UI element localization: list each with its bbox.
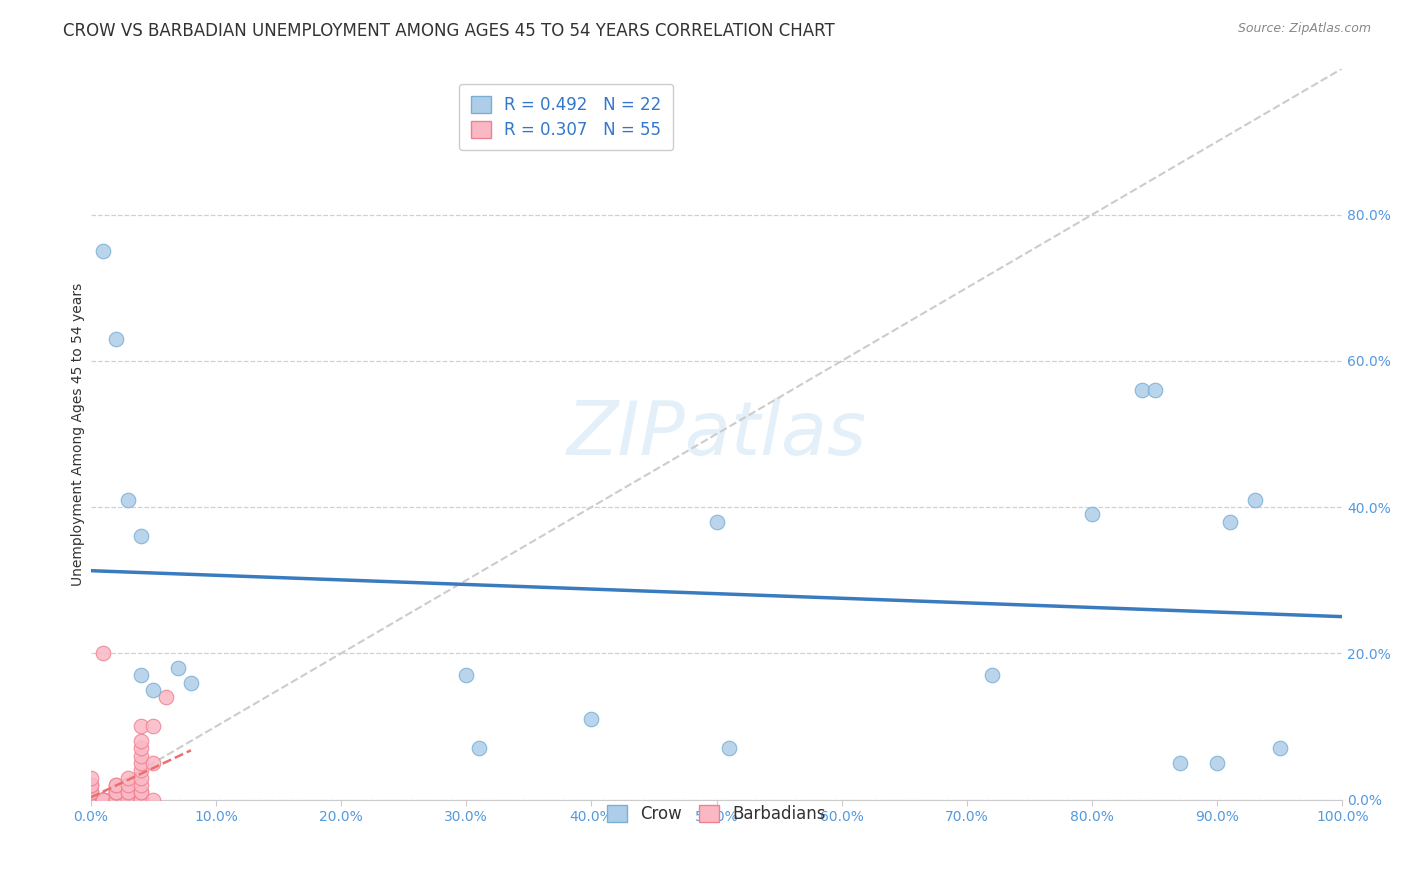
Point — [104, 792, 127, 806]
Point — [142, 719, 165, 733]
Point — [456, 668, 478, 682]
Point — [91, 792, 114, 806]
Point — [129, 778, 152, 792]
Point — [80, 785, 103, 799]
Point — [117, 785, 139, 799]
Point — [91, 646, 114, 660]
Point — [129, 756, 152, 770]
Point — [129, 771, 152, 785]
Point — [129, 792, 152, 806]
Point — [129, 764, 152, 778]
Point — [80, 792, 103, 806]
Point — [91, 792, 114, 806]
Point — [91, 792, 114, 806]
Y-axis label: Unemployment Among Ages 45 to 54 years: Unemployment Among Ages 45 to 54 years — [72, 283, 86, 586]
Point — [104, 778, 127, 792]
Point — [117, 771, 139, 785]
Point — [117, 785, 139, 799]
Point — [91, 244, 114, 259]
Point — [104, 792, 127, 806]
Point — [104, 785, 127, 799]
Point — [91, 792, 114, 806]
Point — [117, 492, 139, 507]
Text: ZIPatlas: ZIPatlas — [567, 398, 866, 470]
Point — [104, 778, 127, 792]
Text: Source: ZipAtlas.com: Source: ZipAtlas.com — [1237, 22, 1371, 36]
Point — [129, 529, 152, 543]
Point — [718, 741, 741, 756]
Point — [180, 675, 202, 690]
Point — [80, 785, 103, 799]
Point — [980, 668, 1002, 682]
Point — [129, 719, 152, 733]
Point — [129, 748, 152, 763]
Point — [129, 792, 152, 806]
Point — [1206, 756, 1229, 770]
Text: CROW VS BARBADIAN UNEMPLOYMENT AMONG AGES 45 TO 54 YEARS CORRELATION CHART: CROW VS BARBADIAN UNEMPLOYMENT AMONG AGE… — [63, 22, 835, 40]
Point — [104, 792, 127, 806]
Point — [91, 792, 114, 806]
Point — [80, 771, 103, 785]
Point — [80, 778, 103, 792]
Point — [167, 661, 190, 675]
Point — [80, 785, 103, 799]
Point — [1130, 383, 1153, 397]
Point — [104, 785, 127, 799]
Point — [104, 332, 127, 346]
Point — [142, 756, 165, 770]
Point — [117, 778, 139, 792]
Point — [117, 792, 139, 806]
Point — [91, 792, 114, 806]
Point — [155, 690, 177, 705]
Point — [129, 741, 152, 756]
Point — [104, 792, 127, 806]
Point — [129, 792, 152, 806]
Point — [468, 741, 491, 756]
Point — [80, 792, 103, 806]
Point — [129, 668, 152, 682]
Point — [1081, 508, 1104, 522]
Point — [706, 515, 728, 529]
Point — [104, 785, 127, 799]
Point — [1143, 383, 1166, 397]
Point — [129, 792, 152, 806]
Point — [104, 785, 127, 799]
Point — [104, 792, 127, 806]
Point — [91, 792, 114, 806]
Point — [80, 792, 103, 806]
Point — [129, 792, 152, 806]
Point — [142, 792, 165, 806]
Point — [80, 778, 103, 792]
Point — [129, 785, 152, 799]
Point — [1219, 515, 1241, 529]
Point — [1268, 741, 1291, 756]
Point — [91, 792, 114, 806]
Legend: Crow, Barbadians: Crow, Barbadians — [596, 794, 838, 835]
Point — [129, 734, 152, 748]
Point — [1168, 756, 1191, 770]
Point — [1243, 492, 1265, 507]
Point — [129, 785, 152, 799]
Point — [104, 792, 127, 806]
Point — [581, 712, 603, 726]
Point — [142, 682, 165, 697]
Point — [91, 792, 114, 806]
